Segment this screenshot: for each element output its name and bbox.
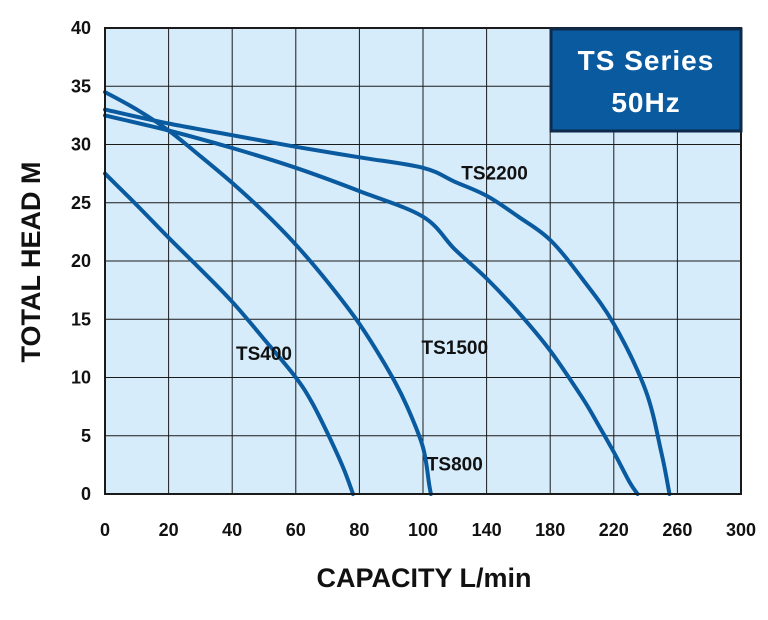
x-tick-label: 20 [159,520,179,540]
x-tick-label: 80 [349,520,369,540]
series-label-ts2200: TS2200 [461,163,528,184]
y-tick-label: 25 [71,193,91,213]
y-tick-label: 0 [81,484,91,504]
y-tick-labels: 0 5 10 15 20 25 30 35 40 [71,18,91,504]
x-tick-labels: 0 20 40 60 80 100 140 180 220 260 300 [100,520,756,540]
y-tick-label: 35 [71,76,91,96]
series-label-ts400: TS400 [236,344,292,365]
y-axis-title: TOTAL HEAD M [16,162,46,363]
y-tick-label: 10 [71,368,91,388]
series-label-ts1500: TS1500 [422,338,489,359]
plot-border [104,27,742,495]
curve-ts1500 [103,113,640,496]
x-axis-title: CAPACITY L/min [316,563,531,593]
y-tick-label: 40 [71,18,91,38]
x-tick-label: 0 [100,520,110,540]
series-labels: TS400 TS800 TS1500 TS2200 [236,163,528,475]
curves-layer [103,90,672,496]
x-tick-label: 60 [286,520,306,540]
x-tick-label: 260 [662,520,692,540]
badge-line-1: TS Series [578,45,715,76]
series-badge: TS Series 50Hz [549,27,743,133]
x-tick-label: 220 [599,520,629,540]
curve-ts400 [103,171,355,496]
y-tick-label: 20 [71,251,91,271]
x-tick-label: 180 [535,520,565,540]
curve-ts2200 [103,107,672,496]
badge-box [549,27,743,133]
badge-line-2: 50Hz [611,87,680,118]
x-tick-label: 140 [472,520,502,540]
series-label-ts800: TS800 [427,455,483,476]
x-tick-label: 100 [408,520,438,540]
y-tick-label: 5 [81,426,91,446]
y-tick-label: 30 [71,135,91,155]
x-tick-label: 300 [726,520,756,540]
x-tick-label: 40 [222,520,242,540]
y-tick-label: 15 [71,309,91,329]
